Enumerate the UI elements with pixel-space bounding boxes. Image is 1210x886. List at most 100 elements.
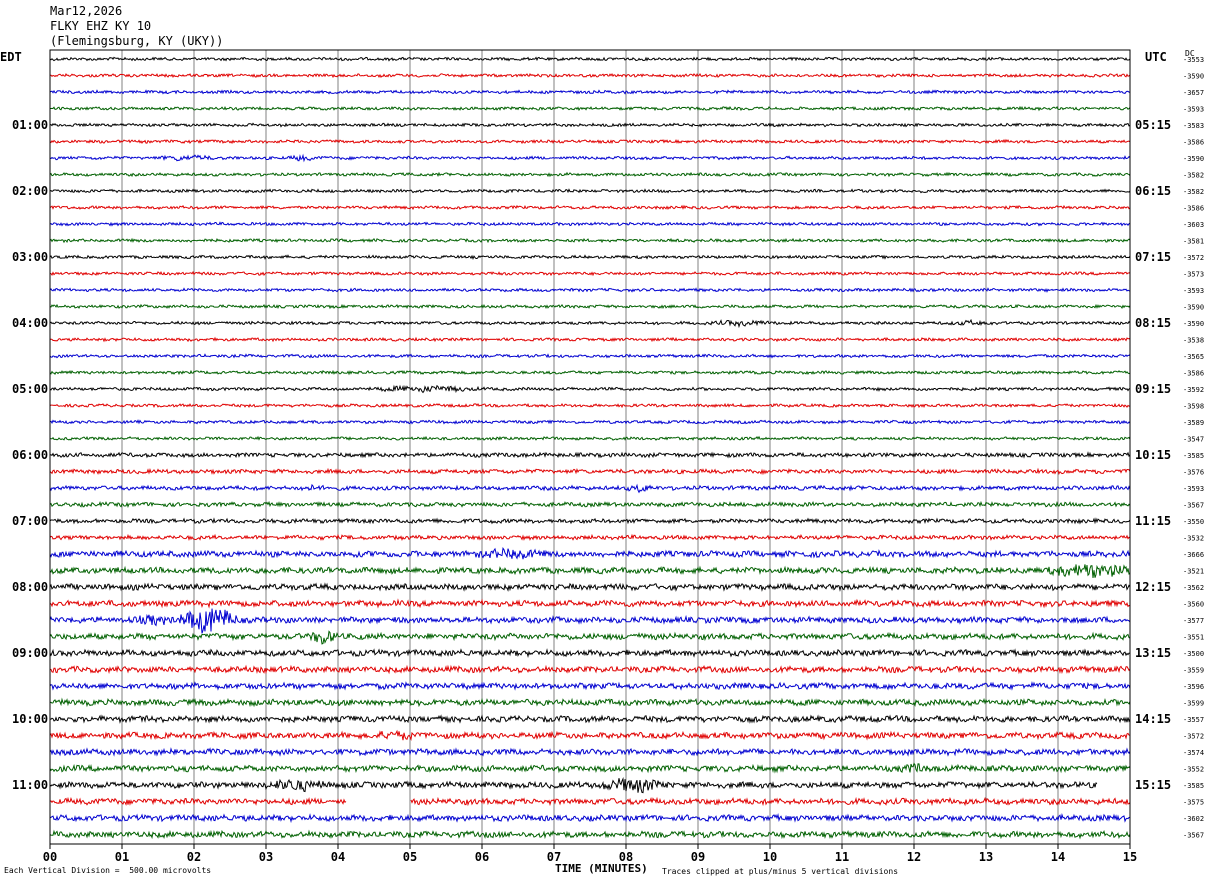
- dc-offset-label-36: -3500: [1183, 650, 1204, 658]
- trace-row-31: [49, 564, 1131, 578]
- left-hour-label-09:00: 09:00: [12, 646, 48, 660]
- trace-row-7: [49, 171, 1131, 178]
- dc-offset-label-35: -3551: [1183, 634, 1204, 642]
- right-hour-label-06:15: 06:15: [1135, 184, 1171, 198]
- trace-row-0: [49, 56, 1131, 62]
- trace-row-47: [49, 829, 1131, 840]
- trace-layer: [49, 56, 1131, 840]
- dc-offset-label-25: -3576: [1183, 469, 1204, 477]
- dc-offset-label-14: -3593: [1183, 287, 1204, 295]
- dc-offset-label-4: -3583: [1183, 122, 1204, 130]
- dc-offset-label-47: -3567: [1183, 832, 1204, 840]
- clip-note: Traces clipped at plus/minus 5 vertical …: [662, 867, 899, 876]
- trace-row-32: [49, 582, 1131, 592]
- trace-row-42: [49, 747, 1131, 757]
- dc-offset-label-5: -3586: [1183, 139, 1204, 147]
- dc-offset-label-15: -3590: [1183, 304, 1204, 312]
- dc-offset-label-43: -3552: [1183, 766, 1204, 774]
- trace-row-43: [49, 762, 1131, 774]
- x-tick-label-08: 08: [619, 850, 633, 864]
- trace-row-6: [49, 153, 1131, 163]
- left-hour-label-03:00: 03:00: [12, 250, 48, 264]
- x-tick-label-04: 04: [331, 850, 345, 864]
- trace-row-9: [49, 204, 1131, 211]
- x-tick-label-02: 02: [187, 850, 201, 864]
- dc-offset-label-31: -3521: [1183, 568, 1204, 576]
- trace-row-28: [49, 517, 1131, 525]
- dc-offset-label-7: -3582: [1183, 172, 1204, 180]
- trace-row-8: [49, 188, 1131, 194]
- dc-offset-label-10: -3603: [1183, 221, 1204, 229]
- dc-offset-label-22: -3589: [1183, 419, 1204, 427]
- location-label: (Flemingsburg, KY (UKY)): [50, 34, 224, 48]
- left-hour-label-02:00: 02:00: [12, 184, 48, 198]
- right-hour-label-10:15: 10:15: [1135, 448, 1171, 462]
- trace-row-23: [49, 435, 1131, 442]
- trace-row-33: [49, 598, 1131, 609]
- trace-row-18: [49, 353, 1131, 359]
- right-hour-label-13:15: 13:15: [1135, 646, 1171, 660]
- trace-row-27: [49, 500, 1131, 509]
- x-tick-label-07: 07: [547, 850, 561, 864]
- trace-row-19: [49, 369, 1131, 376]
- dc-offset-label-18: -3565: [1183, 353, 1204, 361]
- right-hour-label-11:15: 11:15: [1135, 514, 1171, 528]
- trace-row-1: [49, 72, 1131, 79]
- dc-offset-label-46: -3602: [1183, 815, 1204, 823]
- dc-offset-label-28: -3550: [1183, 518, 1204, 526]
- x-tick-label-09: 09: [691, 850, 705, 864]
- trace-row-17: [49, 336, 1131, 343]
- dc-offset-label-40: -3557: [1183, 716, 1204, 724]
- dc-offset-label-0: -3553: [1183, 56, 1204, 64]
- trace-row-5: [49, 138, 1131, 145]
- dc-offset-label-34: -3577: [1183, 617, 1204, 625]
- trace-row-26: [49, 483, 1131, 494]
- right-hour-label-05:15: 05:15: [1135, 118, 1171, 132]
- left-hour-label-08:00: 08:00: [12, 580, 48, 594]
- dc-offset-label-9: -3586: [1183, 205, 1204, 213]
- header: Mar12,2026 FLKY EHZ KY 10 (Flemingsburg,…: [50, 4, 223, 49]
- trace-row-34: [49, 608, 1131, 634]
- left-hour-label-06:00: 06:00: [12, 448, 48, 462]
- trace-row-44: [49, 776, 1098, 794]
- station-label: FLKY EHZ KY 10: [50, 19, 152, 33]
- trace-row-39: [49, 697, 1131, 708]
- dc-offset-label-21: -3598: [1183, 403, 1204, 411]
- right-hour-label-14:15: 14:15: [1135, 712, 1171, 726]
- dc-offset-label-44: -3585: [1183, 782, 1204, 790]
- dc-offset-label-1: -3590: [1183, 73, 1204, 81]
- x-tick-label-05: 05: [403, 850, 417, 864]
- x-axis-title: TIME (MINUTES): [555, 862, 648, 875]
- trace-row-25: [49, 467, 1131, 476]
- x-tick-label-00: 00: [43, 850, 57, 864]
- trace-row-2: [49, 89, 1131, 95]
- x-tick-label-15: 15: [1123, 850, 1137, 864]
- dc-offset-label-30: -3666: [1183, 551, 1204, 559]
- trace-row-12: [49, 254, 1131, 260]
- dc-offset-label-17: -3538: [1183, 337, 1204, 345]
- dc-offset-label-16: -3590: [1183, 320, 1204, 328]
- trace-row-3: [50, 105, 1131, 112]
- x-tick-label-13: 13: [979, 850, 993, 864]
- x-tick-label-12: 12: [907, 850, 921, 864]
- trace-row-4: [49, 122, 1131, 128]
- dc-offset-label-42: -3574: [1183, 749, 1204, 757]
- grid-layer: [49, 50, 1131, 849]
- dc-offset-label-3: -3593: [1183, 106, 1204, 114]
- trace-row-21: [49, 402, 1131, 409]
- label-layer: 00 01 02 03 04 05 06 07 08 09 10 11 12 13 14 15 -3553 -35…: [12, 56, 1204, 864]
- trace-row-10: [49, 221, 1131, 227]
- dc-offset-label-13: -3573: [1183, 271, 1204, 279]
- dc-offset-label-38: -3596: [1183, 683, 1204, 691]
- x-tick-label-06: 06: [475, 850, 489, 864]
- utc-timezone-label: UTC: [1145, 50, 1167, 64]
- dc-offset-label-45: -3575: [1183, 799, 1204, 807]
- left-hour-label-01:00: 01:00: [12, 118, 48, 132]
- right-hour-label-12:15: 12:15: [1135, 580, 1171, 594]
- trace-row-45: [49, 796, 1131, 807]
- x-tick-label-03: 03: [259, 850, 273, 864]
- trace-row-20: [49, 384, 1131, 394]
- left-hour-label-11:00: 11:00: [12, 778, 48, 792]
- dc-offset-label-11: -3581: [1183, 238, 1204, 246]
